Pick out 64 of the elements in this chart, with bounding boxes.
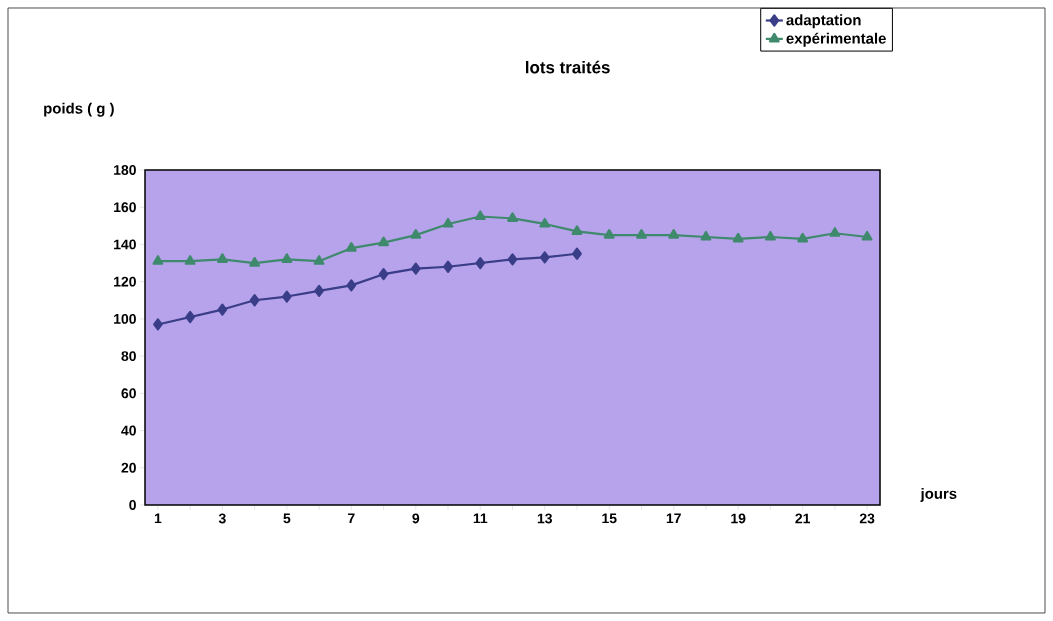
- x-tick-label: 21: [795, 513, 811, 524]
- y-tick-label: 120: [114, 276, 136, 287]
- point: [184, 255, 196, 265]
- point: [281, 253, 293, 263]
- point: [442, 217, 454, 228]
- y-tick-label: 180: [114, 165, 136, 175]
- y-axis-title: poids ( g ): [44, 102, 114, 117]
- x-tick-label: 17: [666, 513, 681, 524]
- x-tick-label: 15: [602, 513, 617, 524]
- point: [153, 318, 163, 331]
- y-tick-label: 80: [121, 351, 136, 362]
- point: [378, 268, 389, 281]
- point: [861, 230, 873, 241]
- point: [346, 279, 357, 292]
- point: [378, 236, 389, 247]
- x-tick-label: 13: [537, 513, 552, 524]
- point: [636, 229, 647, 239]
- x-tick-label: 19: [731, 513, 746, 524]
- y-tick-label: 60: [121, 388, 136, 399]
- y-tick-label: 20: [121, 462, 136, 473]
- x-tick-label: 7: [348, 513, 355, 524]
- point: [152, 255, 164, 265]
- x-tick-label: 3: [218, 513, 226, 524]
- x-tick-label: 9: [412, 513, 420, 524]
- point: [668, 229, 680, 239]
- point: [345, 242, 357, 252]
- point: [572, 247, 582, 260]
- point: [216, 253, 228, 263]
- y-tick-label: 40: [121, 425, 136, 436]
- point: [249, 294, 260, 307]
- legend-label: expérimentale: [786, 32, 886, 47]
- y-tick-label: 140: [114, 239, 136, 250]
- point: [700, 230, 712, 241]
- x-tick-label: 23: [859, 513, 875, 524]
- point: [443, 260, 453, 273]
- point: [539, 217, 551, 228]
- point: [410, 229, 422, 239]
- y-tick-label: 0: [129, 500, 136, 510]
- point: [732, 232, 744, 243]
- point: [571, 225, 583, 235]
- x-tick-label: 5: [283, 513, 291, 524]
- x-axis-title: jours: [920, 487, 957, 502]
- y-tick-label: 160: [114, 202, 136, 213]
- point: [185, 310, 195, 324]
- point: [475, 256, 486, 270]
- point: [797, 232, 809, 243]
- chart-title: lots traités: [526, 60, 610, 74]
- point: [539, 251, 550, 264]
- point: [507, 253, 518, 266]
- point: [410, 262, 421, 275]
- point: [764, 230, 776, 241]
- point: [217, 303, 228, 316]
- legend-label: adaptation: [786, 14, 861, 29]
- point: [507, 212, 518, 222]
- point: [603, 229, 615, 239]
- x-tick-label: 1: [154, 513, 162, 524]
- point: [282, 290, 292, 303]
- point: [313, 255, 325, 265]
- x-tick-label: 11: [473, 513, 488, 524]
- point: [474, 210, 486, 221]
- point: [249, 256, 261, 267]
- point: [829, 227, 841, 237]
- point: [314, 284, 324, 298]
- y-tick-label: 100: [114, 313, 136, 324]
